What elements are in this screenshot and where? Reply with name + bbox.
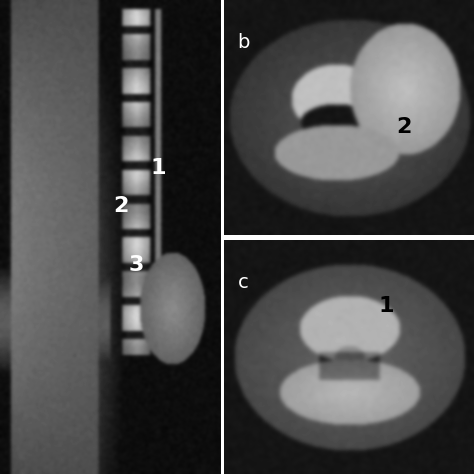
Text: c: c (238, 273, 249, 292)
Text: 1: 1 (379, 296, 394, 316)
Text: b: b (237, 33, 250, 52)
Text: 1: 1 (151, 158, 166, 178)
Text: 3: 3 (129, 255, 145, 275)
Text: 2: 2 (114, 196, 129, 216)
Text: 2: 2 (396, 117, 411, 137)
